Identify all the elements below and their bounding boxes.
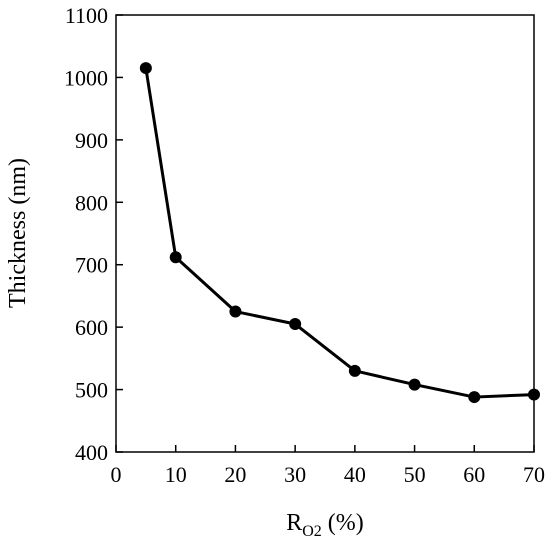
y-axis-title: Thickness (nm): [5, 158, 31, 308]
y-tick-label: 600: [75, 315, 108, 340]
x-axis-title-subscript: O2: [302, 523, 322, 540]
y-axis-ticks: 400 500 600 700 800 900 1000 1100: [64, 3, 123, 465]
series-line: [144, 67, 535, 399]
y-tick-label: 900: [75, 128, 108, 153]
x-tick-label: 20: [224, 462, 246, 487]
y-tick-label: 800: [75, 190, 108, 215]
x-axis-title-unit: (%): [322, 510, 364, 536]
data-point: [348, 364, 361, 377]
y-tick-label: 400: [75, 440, 108, 465]
data-point: [408, 378, 421, 391]
x-axis-ticks: 0 10 20 30 40 50 60 70: [111, 445, 545, 487]
x-tick-label: 10: [165, 462, 187, 487]
y-tick-label: 1100: [65, 3, 108, 28]
plot-area-frame: [115, 14, 535, 453]
data-series: [139, 62, 540, 404]
y-tick-label: 700: [75, 253, 108, 278]
data-point: [528, 388, 540, 401]
x-tick-label: 60: [463, 462, 485, 487]
x-tick-label: 50: [404, 462, 426, 487]
x-tick-label: 70: [523, 462, 545, 487]
data-point: [229, 305, 242, 318]
x-tick-label: 30: [284, 462, 306, 487]
data-point: [289, 318, 302, 331]
x-tick-label: 0: [111, 462, 122, 487]
y-tick-label: 1000: [64, 65, 108, 90]
x-axis-title: RO2 (%): [286, 510, 364, 540]
x-tick-label: 40: [344, 462, 366, 487]
y-tick-label: 500: [75, 378, 108, 403]
x-axis-title-main: R: [286, 510, 302, 536]
data-point: [139, 62, 152, 75]
data-point: [169, 251, 182, 264]
data-point: [468, 391, 481, 404]
